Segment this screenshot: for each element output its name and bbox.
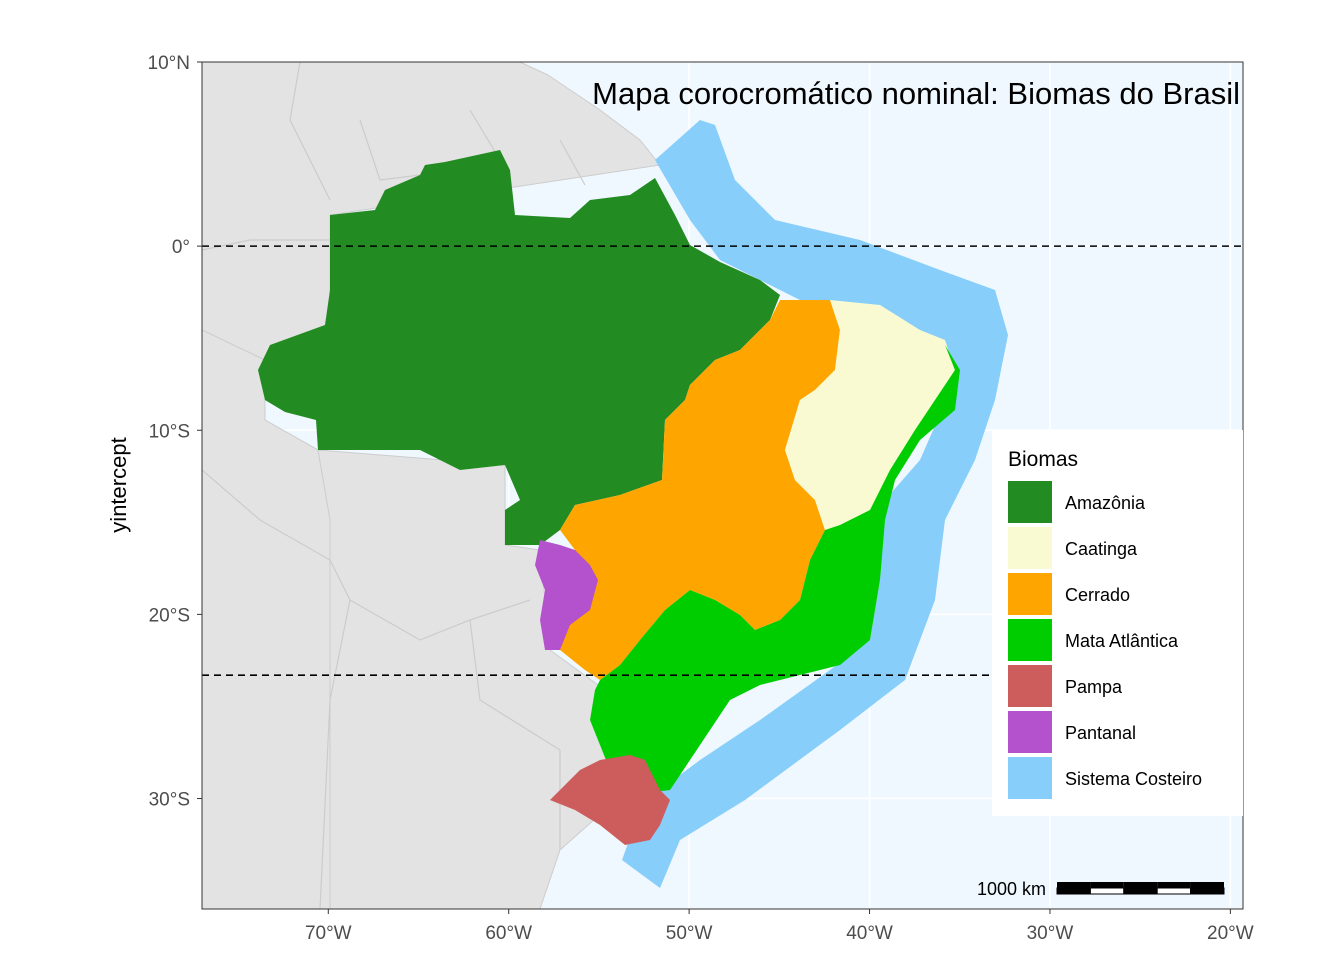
scale-bar-segment — [1157, 882, 1191, 888]
biome-pantanal — [535, 540, 598, 650]
biome-cerrado — [550, 300, 840, 680]
y-tick-label: 30°S — [149, 790, 190, 811]
scale-bar-segment — [1190, 882, 1224, 888]
x-tick-label: 50°W — [666, 923, 713, 944]
biome-caatinga — [785, 300, 955, 530]
legend-label: Cerrado — [1065, 585, 1130, 605]
legend-label: Caatinga — [1065, 539, 1138, 559]
scale-bar-segment — [1057, 882, 1091, 888]
legend-label: Sistema Costeiro — [1065, 769, 1202, 789]
legend-label: Pantanal — [1065, 723, 1136, 743]
axes: 70°W 60°W 50°W 40°W 30°W 20°W 10°N 0° 10°S 20°S 30… — [148, 53, 1254, 944]
scale-bar-segment — [1123, 887, 1158, 895]
scale-bar: 1000 km — [977, 879, 1225, 899]
biome-sistema-costeiro — [622, 120, 1008, 888]
x-tick-label: 40°W — [846, 923, 893, 944]
map-title: Mapa corocromático nominal: Biomas do Br… — [592, 76, 1240, 111]
legend-key — [1008, 757, 1052, 799]
legend-label: Amazônia — [1065, 493, 1146, 513]
y-tick-label: 10°N — [148, 53, 190, 74]
legend: Biomas Amazônia Caatinga Cerrado Mata Atlân… — [992, 430, 1243, 816]
legend-key — [1008, 619, 1052, 661]
legend-key — [1008, 711, 1052, 753]
x-tick-label: 60°W — [485, 923, 532, 944]
x-tick-label: 30°W — [1027, 923, 1074, 944]
biome-pampa — [550, 755, 670, 845]
legend-label: Pampa — [1065, 677, 1123, 697]
legend-entries: Amazônia Caatinga Cerrado Mata Atlântica Pam… — [1008, 481, 1202, 799]
x-tick-label: 20°W — [1207, 923, 1254, 944]
x-tick-label: 70°W — [305, 923, 352, 944]
scale-bar-segment — [1156, 887, 1192, 895]
y-axis-title: yintercept — [106, 437, 131, 532]
scale-bar-segment — [1056, 887, 1091, 895]
scale-bar-segment — [1090, 882, 1124, 888]
scale-bar-label: 1000 km — [977, 879, 1046, 899]
legend-key — [1008, 527, 1052, 569]
scale-bar-segment — [1190, 887, 1225, 895]
legend-key — [1008, 573, 1052, 615]
scale-bar-segment — [1123, 882, 1158, 888]
y-tick-label: 20°S — [149, 605, 190, 626]
legend-key — [1008, 665, 1052, 707]
legend-key — [1008, 481, 1052, 523]
biome-mata-atlantica — [590, 345, 960, 795]
biome-amazonia — [258, 150, 780, 545]
legend-label: Mata Atlântica — [1065, 631, 1179, 651]
y-tick-label: 0° — [172, 237, 190, 258]
scale-bar-segment — [1089, 887, 1125, 895]
legend-title: Biomas — [1008, 448, 1078, 471]
y-tick-label: 10°S — [149, 421, 190, 442]
scale-bar-segments — [1056, 882, 1225, 895]
